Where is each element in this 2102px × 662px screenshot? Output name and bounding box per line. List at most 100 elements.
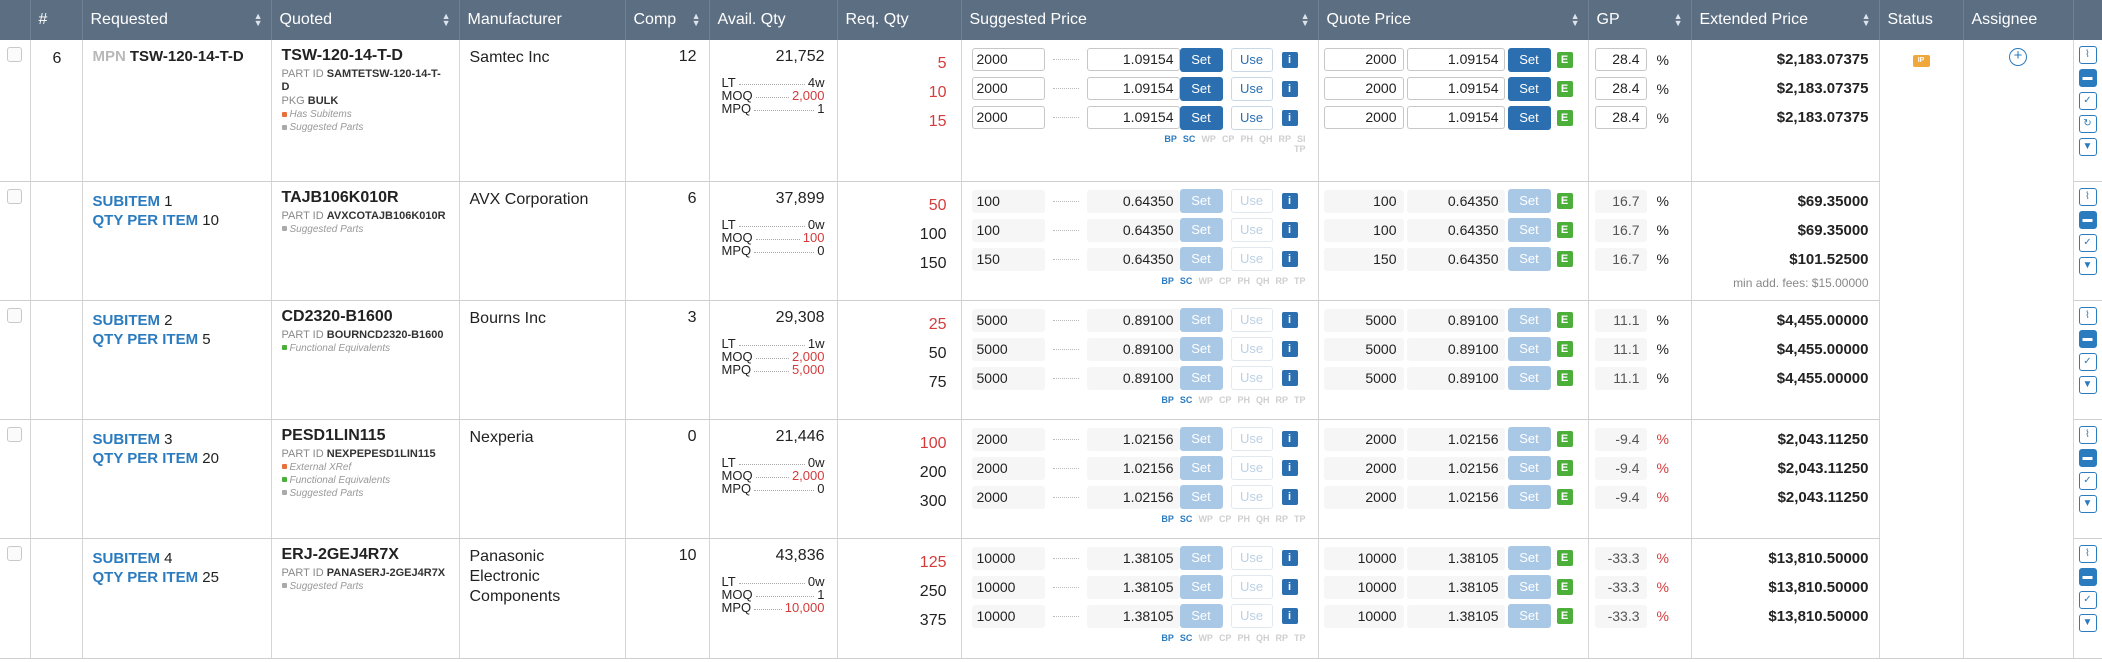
col-header-gp[interactable]: GP ▲ ▼: [1588, 0, 1692, 40]
info-icon[interactable]: i: [1281, 109, 1298, 126]
flag-functional-equivalents[interactable]: Functional Equivalents: [281, 342, 449, 355]
suggested-price-input[interactable]: 0.64350: [1086, 189, 1180, 213]
info-icon[interactable]: i: [1281, 193, 1298, 209]
quote-qty-input[interactable]: 2000: [1323, 427, 1404, 451]
info-icon[interactable]: i: [1281, 431, 1298, 447]
col-header-avail-qty[interactable]: Avail. Qty: [709, 0, 838, 40]
edit-icon[interactable]: E: [1556, 51, 1573, 68]
tag-bp[interactable]: BP: [1161, 513, 1174, 524]
quote-price-input[interactable]: 1.02156: [1406, 485, 1505, 509]
edit-icon[interactable]: E: [1556, 370, 1573, 386]
set-button[interactable]: Set: [1179, 337, 1223, 361]
tag-ph[interactable]: PH: [1237, 513, 1250, 524]
sort-icon[interactable]: ▲ ▼: [441, 11, 451, 28]
tag-qh[interactable]: QH: [1255, 394, 1270, 405]
quoted-mpn[interactable]: CD2320-B1600: [281, 307, 393, 325]
quote-price-input[interactable]: 1.02156: [1406, 456, 1505, 480]
gp-input[interactable]: 11.1: [1594, 308, 1647, 332]
gp-input[interactable]: 28.4: [1594, 106, 1647, 129]
chevron-down-icon[interactable]: ▼: [2078, 256, 2097, 275]
set-button[interactable]: Set: [1179, 218, 1223, 242]
set-button[interactable]: Set: [1507, 76, 1551, 101]
flag-suggested-parts[interactable]: Suggested Parts: [281, 121, 449, 134]
flag-suggested-parts[interactable]: Suggested Parts: [281, 223, 449, 236]
use-button[interactable]: Use: [1230, 337, 1273, 361]
quote-price-input[interactable]: 0.89100: [1406, 366, 1505, 390]
use-button[interactable]: Use: [1230, 189, 1273, 213]
comment-icon[interactable]: ▬: [2078, 567, 2097, 586]
chevron-down-icon[interactable]: ▼: [2078, 613, 2097, 632]
gp-input[interactable]: -9.4: [1594, 485, 1647, 509]
quote-price-input[interactable]: 1.38105: [1406, 604, 1505, 628]
flag-suggested-parts[interactable]: Suggested Parts: [281, 580, 449, 593]
edit-icon[interactable]: E: [1556, 608, 1573, 624]
col-header-suggested-price[interactable]: Suggested Price ▲ ▼: [961, 0, 1319, 40]
row-checkbox[interactable]: [7, 307, 22, 323]
tag-ph[interactable]: PH: [1240, 134, 1253, 144]
quote-qty-input[interactable]: 100: [1323, 189, 1404, 213]
suggested-price-input[interactable]: 1.38105: [1086, 604, 1180, 628]
use-button[interactable]: Use: [1230, 247, 1273, 271]
set-button[interactable]: Set: [1179, 546, 1223, 570]
use-button[interactable]: Use: [1230, 308, 1273, 332]
chart-icon[interactable]: ⌇: [2078, 306, 2097, 325]
quote-price-input[interactable]: 0.89100: [1406, 308, 1505, 332]
check-icon[interactable]: ✓: [2078, 233, 2097, 252]
quote-price-input[interactable]: 1.02156: [1406, 427, 1505, 451]
sort-icon[interactable]: ▲ ▼: [1673, 11, 1683, 28]
set-button[interactable]: Set: [1507, 218, 1551, 242]
set-button[interactable]: Set: [1507, 189, 1551, 213]
edit-icon[interactable]: E: [1556, 222, 1573, 238]
info-icon[interactable]: i: [1281, 370, 1298, 386]
suggested-qty-input[interactable]: 2000: [971, 485, 1045, 509]
flag-has-subitems[interactable]: Has Subitems: [281, 108, 449, 121]
edit-icon[interactable]: E: [1556, 193, 1573, 209]
use-button[interactable]: Use: [1230, 485, 1273, 509]
info-icon[interactable]: i: [1281, 312, 1298, 328]
col-header-num[interactable]: #: [30, 0, 83, 40]
info-icon[interactable]: i: [1281, 51, 1298, 68]
suggested-qty-input[interactable]: 2000: [971, 106, 1045, 129]
suggested-price-input[interactable]: 1.02156: [1086, 427, 1180, 451]
quote-qty-input[interactable]: 100: [1323, 218, 1404, 242]
col-header-assignee[interactable]: Assignee: [1963, 0, 2074, 40]
comment-icon[interactable]: ▬: [2078, 210, 2097, 229]
suggested-price-input[interactable]: 1.02156: [1086, 485, 1180, 509]
edit-icon[interactable]: E: [1556, 312, 1573, 328]
tag-si[interactable]: SI: [1296, 134, 1306, 144]
suggested-price-input[interactable]: 1.38105: [1086, 575, 1180, 599]
tag-sc[interactable]: SC: [1179, 513, 1193, 524]
set-button[interactable]: Set: [1507, 546, 1551, 570]
use-button[interactable]: Use: [1230, 546, 1273, 570]
tag-bp[interactable]: BP: [1161, 394, 1174, 405]
tag-tp[interactable]: TP: [1293, 394, 1306, 405]
edit-icon[interactable]: E: [1556, 341, 1573, 357]
info-icon[interactable]: i: [1281, 251, 1298, 267]
set-button[interactable]: Set: [1179, 189, 1223, 213]
status-badge[interactable]: IP: [1912, 55, 1930, 67]
suggested-qty-input[interactable]: 10000: [971, 604, 1045, 628]
quote-price-input[interactable]: 0.89100: [1406, 337, 1505, 361]
suggested-price-input[interactable]: 1.09154: [1086, 48, 1180, 71]
gp-input[interactable]: -9.4: [1594, 456, 1647, 480]
chart-icon[interactable]: ⌇: [2078, 425, 2097, 444]
check-icon[interactable]: ✓: [2078, 92, 2097, 110]
tag-qh[interactable]: QH: [1255, 513, 1270, 524]
use-button[interactable]: Use: [1230, 218, 1273, 242]
comment-icon[interactable]: ▬: [2078, 448, 2097, 467]
check-icon[interactable]: ✓: [2078, 471, 2097, 490]
set-button[interactable]: Set: [1179, 76, 1223, 101]
set-button[interactable]: Set: [1507, 247, 1551, 271]
suggested-price-input[interactable]: 1.09154: [1086, 106, 1180, 129]
col-header-comp[interactable]: Comp ▲ ▼: [625, 0, 710, 40]
quote-qty-input[interactable]: 2000: [1323, 77, 1404, 100]
info-icon[interactable]: i: [1281, 341, 1298, 357]
gp-input[interactable]: 16.7: [1594, 189, 1647, 213]
suggested-price-input[interactable]: 0.64350: [1086, 247, 1180, 271]
info-icon[interactable]: i: [1281, 489, 1298, 505]
check-icon[interactable]: ✓: [2078, 352, 2097, 371]
suggested-qty-input[interactable]: 5000: [971, 366, 1045, 390]
tag-tp[interactable]: TP: [1293, 144, 1306, 154]
tag-tp[interactable]: TP: [1293, 275, 1306, 286]
set-button[interactable]: Set: [1179, 456, 1223, 480]
